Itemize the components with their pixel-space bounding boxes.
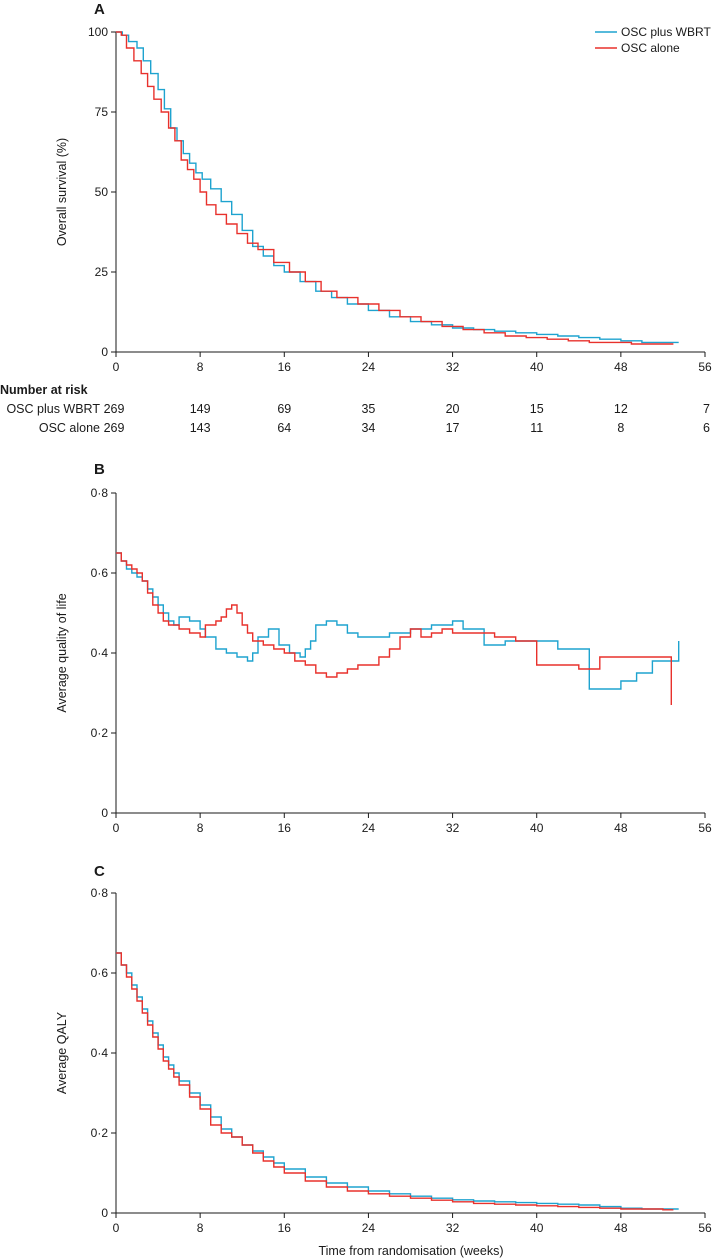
x-tick-label-a-48: 48 <box>614 360 628 374</box>
x-tick-label-a-40: 40 <box>530 360 544 374</box>
y-tick-label-a-1: 25 <box>95 265 109 279</box>
y-tick-label-b-2: 0·4 <box>91 646 109 660</box>
x-tick-label-b-48: 48 <box>614 821 628 835</box>
y-tick-label-c-1: 0·2 <box>91 1126 109 1140</box>
panel-label-b: B <box>94 461 105 478</box>
panel-label-c: C <box>94 863 105 880</box>
number-at-risk-title: Number at risk <box>0 383 88 397</box>
x-axis-title: Time from randomisation (weeks) <box>318 1244 503 1258</box>
y-tick-label-c-3: 0·6 <box>91 966 109 980</box>
x-tick-label-b-0: 0 <box>113 821 120 835</box>
x-tick-label-c-8: 8 <box>197 1221 204 1235</box>
x-tick-label-a-16: 16 <box>278 360 292 374</box>
risk-value-wbrt-32: 20 <box>446 402 460 416</box>
x-tick-label-a-32: 32 <box>446 360 460 374</box>
x-tick-label-c-48: 48 <box>614 1221 628 1235</box>
risk-values: 269 149 69 35 20 15 12 7 269 143 64 34 17 11 8 6 <box>104 402 710 435</box>
risk-value-wbrt-40: 15 <box>530 402 544 416</box>
x-tick-label-a-8: 8 <box>197 360 204 374</box>
y-axis-title-a: Overall survival (%) <box>55 138 69 246</box>
x-tick-label-c-24: 24 <box>362 1221 376 1235</box>
risk-value-wbrt-16: 69 <box>277 402 291 416</box>
y-tick-label-a-0: 0 <box>101 345 108 359</box>
y-axis-title-c: Average QALY <box>55 1011 69 1094</box>
series-line-b-alone <box>116 552 672 705</box>
risk-value-alone-0: 269 <box>104 421 125 435</box>
risk-value-wbrt-56: 7 <box>703 402 710 416</box>
x-tick-label-b-56: 56 <box>698 821 712 835</box>
x-tick-label-c-32: 32 <box>446 1221 460 1235</box>
x-tick-label-a-24: 24 <box>362 360 376 374</box>
legend-label-alone: OSC alone <box>621 41 680 55</box>
risk-row-label-wbrt: OSC plus WBRT <box>6 402 100 416</box>
risk-value-wbrt-0: 269 <box>104 402 125 416</box>
y-tick-label-b-0: 0 <box>101 806 108 820</box>
x-tick-label-b-32: 32 <box>446 821 460 835</box>
y-tick-label-a-4: 100 <box>88 25 108 39</box>
risk-row-label-alone: OSC alone <box>39 421 100 435</box>
y-tick-label-c-2: 0·4 <box>91 1046 109 1060</box>
x-tick-label-c-40: 40 <box>530 1221 544 1235</box>
number-at-risk-table: Number at risk OSC plus WBRT OSC alone 2… <box>0 383 710 435</box>
panel-label-a: A <box>94 1 105 18</box>
x-tick-label-b-24: 24 <box>362 821 376 835</box>
risk-value-alone-32: 17 <box>446 421 460 435</box>
chart-b-quality-of-life: 0 8 16 24 32 40 48 56 0 0·2 0·4 0·6 0·8 <box>91 486 712 835</box>
series-line-a-wbrt <box>116 31 679 344</box>
x-tick-label-c-0: 0 <box>113 1221 120 1235</box>
y-tick-label-b-3: 0·6 <box>91 566 109 580</box>
x-tick-label-b-16: 16 <box>278 821 292 835</box>
legend: OSC plus WBRT OSC alone <box>595 25 711 55</box>
series-line-a-alone <box>116 31 674 345</box>
y-tick-label-c-0: 0 <box>101 1206 108 1220</box>
y-tick-label-a-3: 75 <box>95 105 109 119</box>
risk-value-alone-16: 64 <box>277 421 291 435</box>
y-tick-label-c-4: 0·8 <box>91 886 109 900</box>
risk-value-alone-8: 143 <box>190 421 211 435</box>
risk-value-alone-56: 6 <box>703 421 710 435</box>
risk-value-wbrt-24: 35 <box>361 402 375 416</box>
risk-value-alone-24: 34 <box>361 421 375 435</box>
x-tick-label-c-16: 16 <box>278 1221 292 1235</box>
y-axis-title-b: Average quality of life <box>55 593 69 712</box>
risk-value-alone-48: 8 <box>617 421 624 435</box>
chart-c-qaly: 0 8 16 24 32 40 48 56 0 0·2 0·4 0·6 0·8 <box>91 886 712 1235</box>
risk-value-wbrt-8: 149 <box>190 402 211 416</box>
x-tick-label-a-56: 56 <box>698 360 712 374</box>
x-tick-label-c-56: 56 <box>698 1221 712 1235</box>
legend-label-wbrt: OSC plus WBRT <box>621 25 711 39</box>
y-tick-label-b-4: 0·8 <box>91 486 109 500</box>
x-tick-label-a-0: 0 <box>113 360 120 374</box>
series-line-c-alone <box>116 952 674 1211</box>
chart-a-overall-survival: 0 8 16 24 32 40 48 56 0 25 50 75 100 <box>88 25 712 374</box>
y-tick-label-a-2: 50 <box>95 185 109 199</box>
y-tick-label-b-1: 0·2 <box>91 726 109 740</box>
x-tick-label-b-8: 8 <box>197 821 204 835</box>
series-line-c-wbrt <box>116 952 679 1210</box>
risk-value-alone-40: 11 <box>530 421 543 435</box>
risk-value-wbrt-48: 12 <box>614 402 628 416</box>
x-tick-label-b-40: 40 <box>530 821 544 835</box>
